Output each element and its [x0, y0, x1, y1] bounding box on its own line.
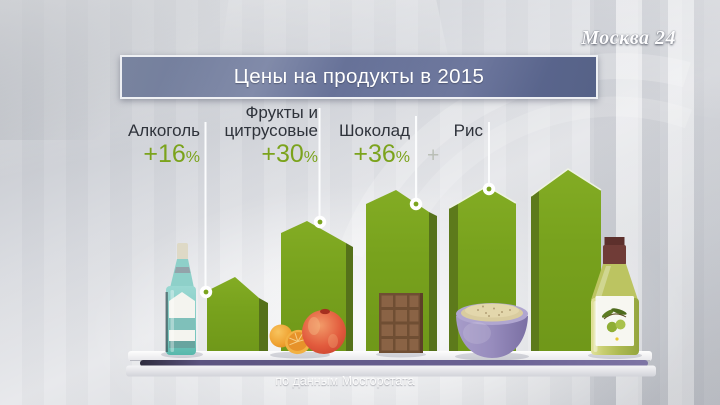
- chocolate-bar: [379, 293, 423, 353]
- label-line1: [313, 104, 483, 122]
- title-banner: Цены на продукты в 2015: [120, 55, 598, 99]
- category-label-fruits: Фрукты и цитрусовые +30%: [148, 104, 318, 169]
- label-line1: Фрукты и: [245, 103, 318, 122]
- connector-ring: [409, 197, 423, 211]
- connector-ring: [199, 285, 213, 299]
- platform-base: [126, 365, 656, 377]
- connector-ring: [482, 182, 496, 196]
- banner-sheen: [122, 57, 596, 97]
- category-label-rice: Рис: [313, 104, 483, 140]
- label-line2: цитрусовые: [224, 121, 318, 140]
- percent-value: +36%: [353, 140, 410, 168]
- platform-edge-purple: [140, 360, 648, 367]
- channel-logo: Москва 24: [581, 27, 676, 49]
- connector-rings: [199, 182, 496, 299]
- rice-percent-appearing: +: [427, 144, 440, 167]
- label-line2: Рис: [453, 121, 483, 140]
- label-line2: Алкоголь: [127, 121, 200, 140]
- connector-lines: [204, 108, 490, 292]
- apple: [302, 308, 346, 354]
- rice-bowl: [456, 303, 528, 358]
- category-label-chocolate: Шоколад +36%: [240, 104, 410, 169]
- label-line2: Шоколад: [338, 121, 410, 140]
- category-label-alcohol: Алкоголь +16%: [30, 104, 200, 169]
- source-caption: по данным Мосгорстата: [275, 374, 415, 388]
- percent-value: +16%: [143, 140, 200, 168]
- connector-ring: [313, 215, 327, 229]
- bar-alcohol: [207, 277, 268, 355]
- platform-top: [128, 351, 652, 361]
- bar-oil: [530, 168, 602, 355]
- chart-title: Цены на продукты в 2015: [233, 65, 485, 88]
- percent-value: +30%: [261, 140, 318, 168]
- olive-oil-bottle: [591, 237, 639, 355]
- vodka-bottle: [165, 243, 196, 355]
